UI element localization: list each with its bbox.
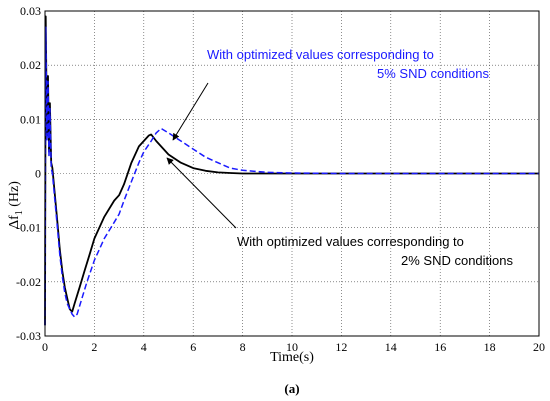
y-axis-label-subscript: 1 [14, 210, 25, 215]
tick-labels: 0 2 4 6 8 10 12 14 16 18 20 0.03 0.02 0.01 0 -0.01 -0.02… [16, 4, 545, 354]
annotation-5pct-line2: 5% SND conditions [377, 66, 489, 81]
y-tick-label: -0.02 [16, 275, 41, 289]
x-tick-label: 8 [240, 340, 246, 354]
x-tick-label: 4 [141, 340, 147, 354]
x-tick-label: 10 [286, 340, 298, 354]
series-layer [44, 15, 539, 326]
x-tick-label: 20 [533, 340, 545, 354]
series-line-1 [44, 26, 539, 326]
y-axis-label: Δf1 (Hz) [7, 181, 25, 229]
annotation-5pct-line1: With optimized values corresponding to [207, 47, 434, 62]
x-tick-label: 2 [91, 340, 97, 354]
figure-caption: (a) [284, 381, 299, 396]
y-tick-label: -0.01 [16, 221, 41, 235]
y-tick-label: 0.01 [20, 112, 41, 126]
y-tick-label: -0.03 [16, 329, 41, 343]
x-tick-label: 14 [385, 340, 397, 354]
y-axis-label-main: Δf [7, 215, 22, 229]
annotation-2pct-line1: With optimized values corresponding to [237, 234, 464, 249]
y-axis-label-unit: (Hz) [7, 181, 22, 210]
x-tick-label: 12 [335, 340, 347, 354]
y-tick-label: 0 [35, 167, 41, 181]
series-line-0 [44, 15, 539, 326]
x-tick-label: 16 [434, 340, 446, 354]
x-tick-label: 6 [190, 340, 196, 354]
annotation-2pct-arrow [166, 157, 237, 229]
x-tick-label: 0 [42, 340, 48, 354]
x-axis-label: Time(s) [270, 350, 314, 365]
plot-frame [44, 10, 540, 337]
x-tick-label: 18 [484, 340, 496, 354]
annotation-5pct-arrow [172, 82, 209, 141]
y-tick-label: 0.02 [20, 58, 41, 72]
y-tick-label: 0.03 [20, 4, 41, 18]
annotation-2pct-line2: 2% SND conditions [401, 253, 513, 268]
